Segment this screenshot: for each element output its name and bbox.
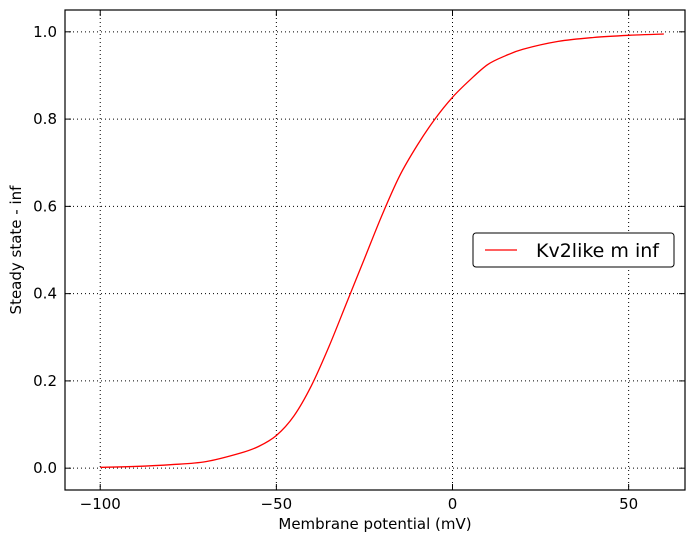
x-tick-label: 0 (448, 495, 458, 513)
y-tick-label: 0.0 (33, 459, 57, 477)
x-tick-label: 50 (619, 495, 638, 513)
y-tick-label: 0.4 (33, 285, 57, 303)
y-tick-label: 0.8 (33, 110, 57, 128)
plot-area-frame (64, 9, 686, 491)
grid (65, 10, 685, 490)
legend-box (472, 232, 675, 268)
series-layer (100, 33, 664, 468)
ticks: −100 −50 0 50 0.0 0.2 0.4 0.6 0.8 1.0 (33, 10, 685, 513)
legend-entry-kv2like-m-inf: Kv2like m inf (536, 240, 660, 262)
y-tick-label: 1.0 (33, 23, 57, 41)
y-axis-label: Steady state - inf (7, 185, 25, 315)
y-tick-label: 0.2 (33, 372, 57, 390)
y-tick-label: 0.6 (33, 197, 57, 215)
x-tick-label: −50 (261, 495, 293, 513)
x-axis-label: Membrane potential (mV) (278, 515, 471, 533)
x-tick-label: −100 (80, 495, 121, 513)
legend: Kv2like m inf (472, 232, 675, 268)
series-line-kv2like-m-inf (100, 33, 664, 468)
